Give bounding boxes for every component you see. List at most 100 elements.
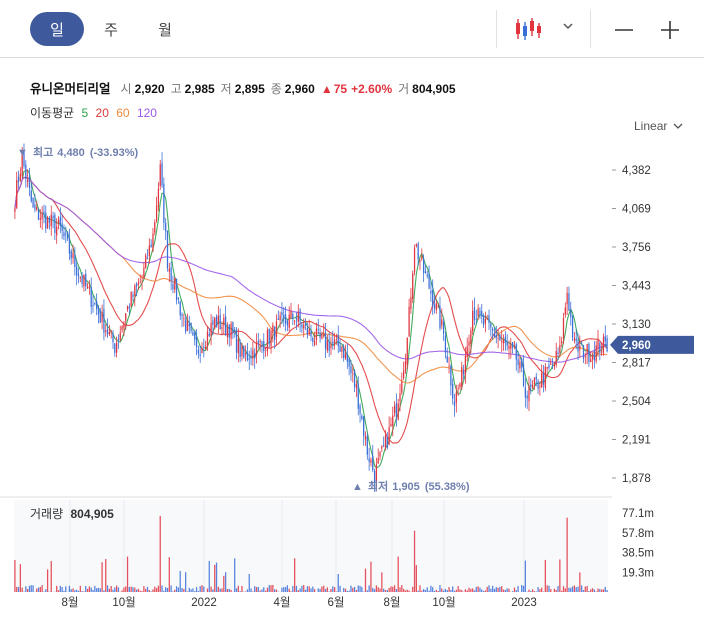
current-price-label: 2,960 [622,340,651,352]
volume-bar [493,588,496,592]
ma-60[interactable]: 60 [116,106,130,120]
chevron-down-icon[interactable] [560,18,576,34]
candle-body [228,324,230,338]
candle-body [337,334,339,346]
volume-bar [186,591,189,592]
volume-bar [226,589,229,592]
open-value: 2,920 [134,82,165,96]
volume-bar [435,589,437,592]
tab-day[interactable]: 일 [30,12,84,46]
price-tick: 2,191 [622,435,651,447]
candle-body [584,356,586,358]
candle-body [363,415,365,437]
volume-bar [508,588,510,592]
volume-bar [530,590,532,592]
volume-bar [501,586,503,592]
stock-name: 유니온머티리얼 [30,82,111,96]
candle-body [417,243,419,259]
candle-body [510,344,512,349]
volume-bar [159,515,161,592]
candle-body [246,352,249,361]
volume-bar [604,586,606,592]
volume-bar [539,589,541,592]
candle-body [219,315,221,330]
volume-bar [477,586,479,592]
zoom-out-icon[interactable] [612,18,636,42]
volume-bar [533,591,536,592]
volume-bar [246,589,249,592]
candle-body [26,179,29,182]
volume-bar [235,588,238,592]
volume-bar [257,586,259,592]
volume-bar [570,587,572,592]
volume-bar [304,589,307,592]
tab-month[interactable]: 월 [158,21,172,39]
volume-bar [419,585,421,592]
volume-bar [481,589,483,592]
candlestick-icon[interactable] [514,16,542,42]
candle-body [43,211,45,215]
x-tick: 2022 [191,597,217,609]
ma-120[interactable]: 120 [136,106,157,120]
candle-body [339,345,341,352]
candle-body [37,209,40,220]
high-value: 2,985 [184,82,215,96]
tab-week[interactable]: 주 [104,21,118,39]
candle-body [255,342,258,356]
volume-bar [388,587,390,592]
volume-bar [168,557,170,592]
candle-body [432,290,434,306]
volume-bar [146,586,149,592]
volume-bar [259,590,261,592]
volume-bar [343,587,345,592]
ma-5[interactable]: 5 [81,106,89,120]
candle-body [537,380,539,389]
candle-body [101,312,103,322]
volume-bar [395,589,398,592]
candle-body [217,315,219,325]
volume-bar [179,571,181,592]
volume-bar [364,568,367,592]
candle-body [77,274,80,277]
volume-bar [317,588,319,592]
candle-body [541,373,543,388]
volume-bar [366,590,368,592]
candle-body [415,244,417,247]
volume-bar [470,588,472,592]
volume-bar [499,586,501,592]
zoom-in-icon[interactable] [658,18,682,42]
volume-bar [181,587,183,592]
candle-body [16,180,18,208]
candle-body [559,344,561,353]
candle-body [568,293,570,311]
candle-body [370,459,372,463]
candle-body [473,307,476,320]
grid [0,169,616,592]
ma-20[interactable]: 20 [95,106,109,120]
candle-body [551,363,554,365]
candle-body [183,318,185,319]
volume-bar [92,589,94,592]
candle-body [108,331,111,334]
volume-bar [161,585,163,592]
candle-body [308,329,310,335]
candle-body [281,312,283,316]
candle-body [155,206,158,221]
high-annotation: ▼ 최고 4,480 (-33.93%) [17,145,138,159]
ma-line-120 [14,176,608,363]
candle-body [244,353,247,355]
candle-body [188,323,190,327]
scale-dropdown[interactable]: Linear [634,119,683,133]
candle-body [243,346,245,358]
volume-bar [606,590,608,592]
volume-bar [106,585,109,592]
candle-body [521,358,523,368]
volume-bar [326,587,328,592]
candle-body [175,278,178,301]
candle-body [452,383,454,399]
volume-bar [208,560,210,592]
candle-body [115,342,118,353]
volume-bar [101,562,103,592]
volume-bar [268,585,270,592]
